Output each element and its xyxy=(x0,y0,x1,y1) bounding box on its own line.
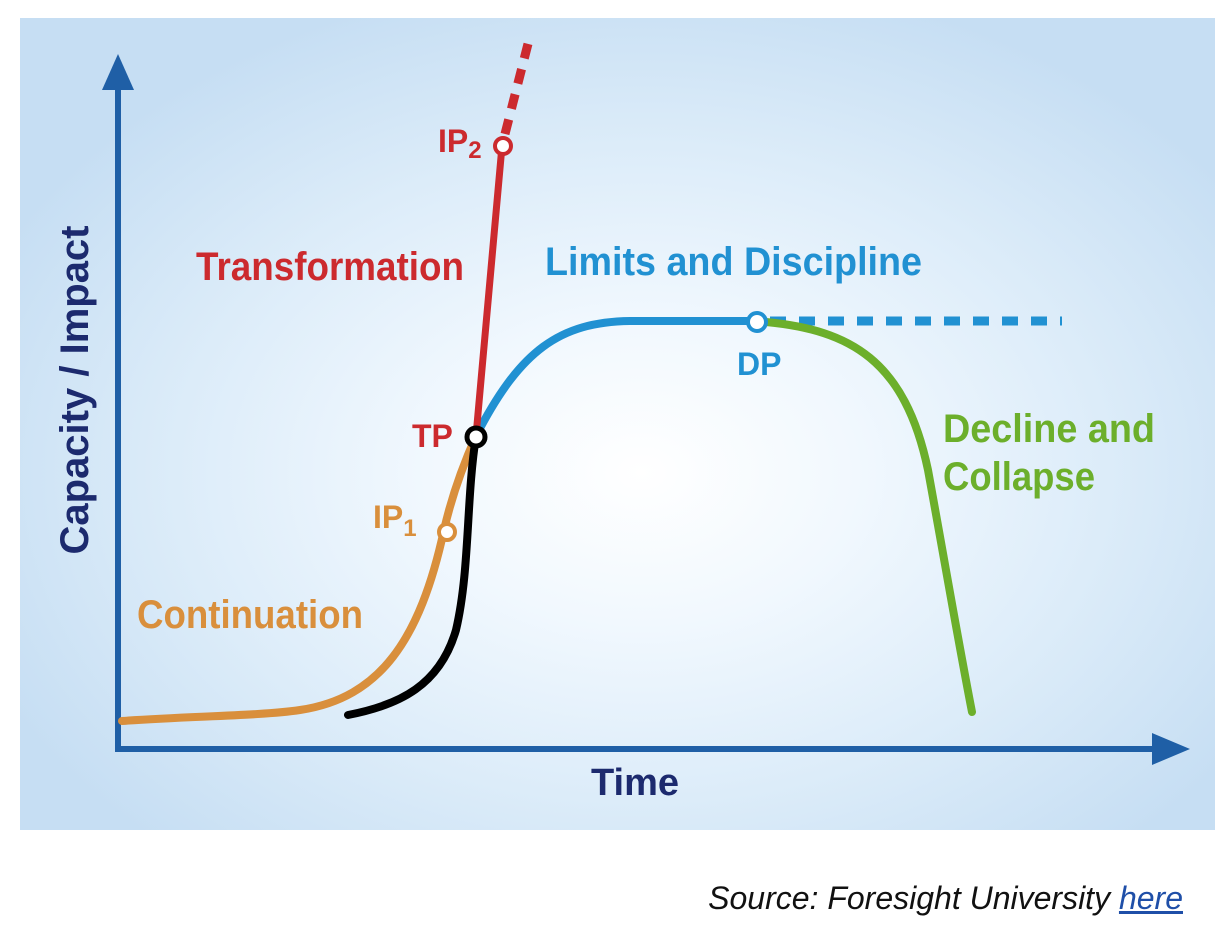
continuation-label: Continuation xyxy=(137,593,363,637)
ip1-label-sub: 1 xyxy=(403,515,416,542)
ip2-label-sub: 2 xyxy=(468,137,481,164)
transformation-curve xyxy=(472,142,506,440)
limits-label: Limits and Discipline xyxy=(545,240,922,284)
ip1-label-base: IP xyxy=(373,499,403,535)
source-caption: Source: Foresight University here xyxy=(708,880,1183,917)
source-text: Source: Foresight University xyxy=(708,880,1119,916)
futures-curves-diagram: Capacity / Impact Time Transformation Li… xyxy=(53,34,1190,804)
limits-curve xyxy=(472,317,761,440)
transformation-label: Transformation xyxy=(196,245,464,289)
source-link[interactable]: here xyxy=(1118,880,1183,916)
continuation-curve xyxy=(118,432,480,725)
ip2-label-base: IP xyxy=(438,123,468,159)
decline-label-line2: Collapse xyxy=(943,455,1095,499)
ip1-label: IP1 xyxy=(373,499,417,542)
x-axis-arrowhead xyxy=(1152,733,1190,765)
decline-label-line1: Decline and xyxy=(943,407,1155,451)
tp-point xyxy=(464,425,488,449)
y-axis-arrowhead xyxy=(102,54,134,90)
transformation-dashed-extension xyxy=(500,34,535,136)
tp-curve xyxy=(344,432,480,719)
axes xyxy=(102,54,1190,765)
diagram-panel: Capacity / Impact Time Transformation Li… xyxy=(20,18,1215,830)
dp-label: DP xyxy=(737,346,781,382)
x-axis-label: Time xyxy=(591,762,679,804)
dp-point xyxy=(746,311,768,333)
decline-curve xyxy=(762,318,976,716)
ip2-point xyxy=(493,136,513,156)
tp-label: TP xyxy=(412,418,453,454)
y-axis-label: Capacity / Impact xyxy=(53,225,97,554)
ip2-label: IP2 xyxy=(438,123,482,164)
ip1-point xyxy=(437,522,457,542)
